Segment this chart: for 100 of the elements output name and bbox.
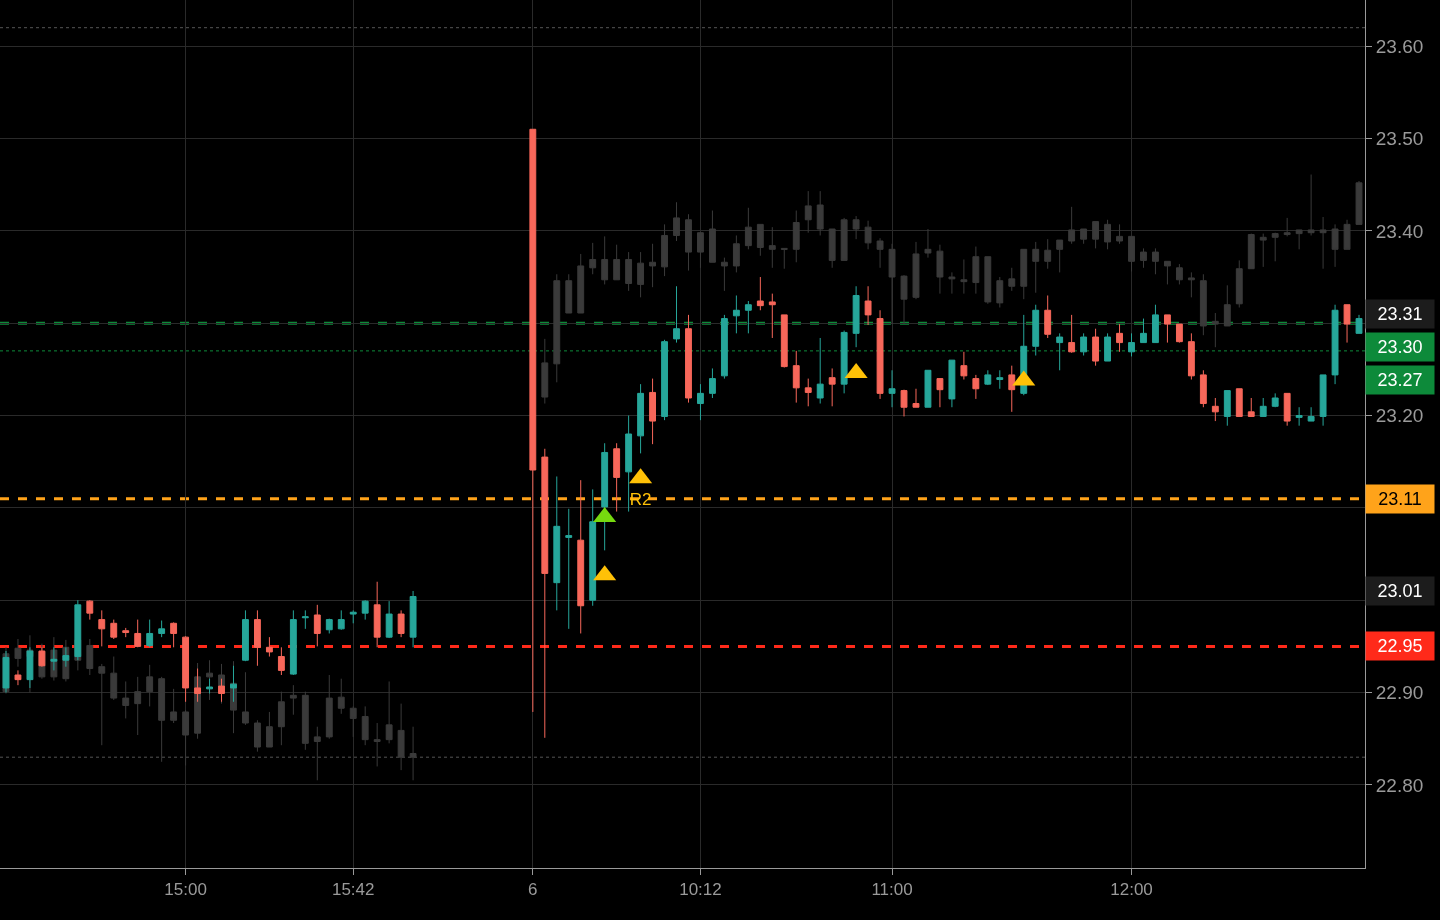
candlestick	[242, 609, 249, 662]
candlestick	[134, 676, 142, 736]
candlestick	[349, 705, 357, 738]
candlestick	[732, 234, 740, 273]
candlestick	[325, 674, 333, 740]
y-tick-label: 23.20	[1375, 405, 1424, 427]
candlestick	[709, 367, 716, 399]
candlestick	[553, 475, 561, 611]
candlestick	[912, 241, 920, 300]
candlestick	[1104, 332, 1111, 362]
candlestick	[1092, 221, 1100, 249]
candlestick	[170, 688, 178, 724]
candlestick	[1128, 235, 1135, 272]
x-tick-label: 10:12	[679, 880, 722, 900]
candlestick	[948, 359, 956, 408]
candlestick	[1271, 392, 1279, 408]
candlestick	[98, 609, 106, 647]
candlestick	[313, 604, 321, 647]
candlestick	[792, 210, 800, 263]
candlestick	[984, 369, 992, 386]
y-tick-label: 23.50	[1375, 128, 1424, 150]
candlestick	[301, 609, 309, 630]
candlestick	[1259, 397, 1267, 417]
candlestick	[337, 678, 345, 715]
candlestick	[768, 293, 776, 339]
x-tick-label: 11:00	[871, 880, 913, 900]
candlestick	[182, 709, 190, 766]
candlestick	[409, 590, 417, 648]
candlestick	[996, 276, 1004, 308]
candlestick	[14, 669, 22, 686]
candlestick	[1020, 248, 1028, 300]
candlestick	[637, 251, 645, 298]
ref-line-label: 23.11	[1378, 489, 1422, 509]
candlestick	[960, 258, 968, 295]
candlestick	[840, 217, 848, 261]
candlestick	[996, 369, 1004, 390]
candlestick	[1128, 332, 1135, 357]
candlestick	[373, 581, 381, 648]
candlestick	[804, 378, 812, 407]
candlestick	[1271, 233, 1279, 262]
candlestick	[1235, 259, 1243, 308]
candlestick	[361, 705, 369, 746]
candlestick	[1056, 239, 1064, 273]
candlestick	[1187, 332, 1195, 381]
candlestick	[361, 599, 369, 621]
candlestick	[1187, 271, 1195, 298]
candlestick	[1307, 406, 1315, 422]
candlestick	[1223, 284, 1231, 327]
candlestick	[1164, 314, 1171, 344]
y-tick-label: 23.40	[1375, 220, 1424, 242]
candlestick	[1032, 304, 1040, 357]
candlestick	[756, 276, 764, 311]
candlestick	[1211, 397, 1219, 422]
candlestick	[625, 251, 633, 292]
candlestick	[661, 339, 668, 421]
candlestick	[840, 330, 848, 394]
candlestick	[720, 314, 728, 380]
candlestick	[170, 621, 178, 648]
candlestick	[876, 309, 884, 400]
candlestick	[1259, 233, 1267, 268]
candlestick	[1331, 304, 1339, 385]
candlestick	[828, 228, 836, 269]
candlestick	[900, 274, 908, 325]
candlestick	[577, 253, 585, 314]
candlestick	[397, 703, 405, 771]
candlestick	[1343, 219, 1351, 250]
candlestick	[1175, 263, 1183, 285]
data-label: R2	[629, 489, 652, 509]
candlestick	[1331, 223, 1339, 268]
candlestick	[206, 659, 213, 701]
candlestick	[1032, 241, 1040, 294]
candlestick	[864, 220, 872, 250]
candlestick	[732, 294, 740, 334]
candlestick	[1080, 332, 1088, 357]
candlestick	[685, 213, 692, 272]
candlestick	[888, 243, 896, 325]
candlestick	[1056, 332, 1064, 371]
candlestick	[373, 722, 381, 767]
candlestick	[1247, 233, 1255, 270]
candlestick	[337, 609, 345, 631]
candlestick	[673, 201, 680, 242]
candlestick	[756, 223, 764, 257]
candlestick	[277, 691, 285, 746]
candlestick	[409, 726, 417, 781]
candlestick	[1223, 390, 1231, 427]
candlestick	[972, 246, 980, 295]
candlestick	[637, 383, 645, 454]
candlestick	[697, 383, 704, 421]
candlestick	[289, 609, 297, 676]
candlestick	[876, 237, 884, 269]
candlestick	[780, 247, 788, 270]
candlestick	[1044, 294, 1052, 339]
candlestick	[685, 314, 692, 404]
x-tick-label: 12:00	[1110, 880, 1153, 900]
candlestick	[313, 726, 321, 781]
candlestick	[134, 619, 142, 648]
candlestick	[601, 442, 609, 551]
candlestick	[972, 374, 980, 400]
candlestick	[1247, 397, 1255, 417]
candlestick	[1211, 312, 1219, 348]
